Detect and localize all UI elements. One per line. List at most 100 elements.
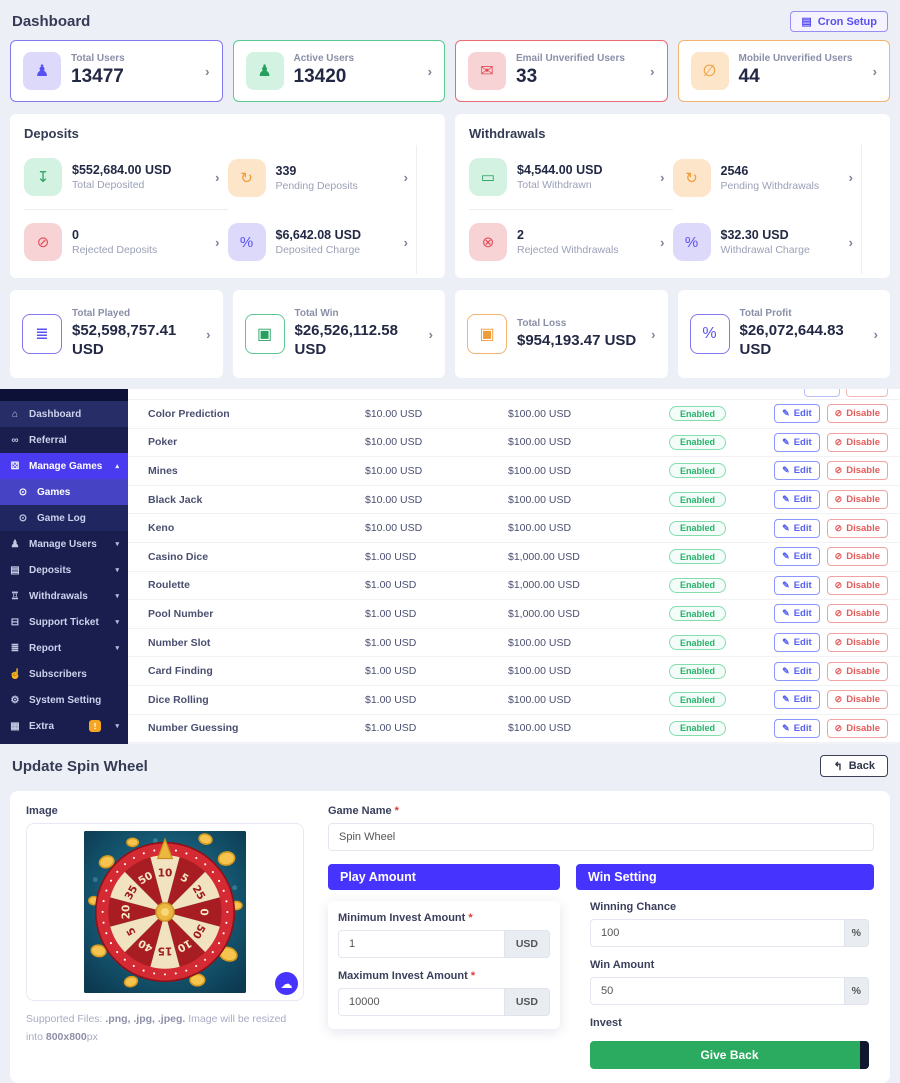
edit-button[interactable]: ✎ Edit bbox=[774, 461, 820, 481]
stat-card[interactable]: ♟ Total Users 13477 bbox=[10, 40, 223, 102]
edit-button[interactable]: ✎ Edit bbox=[774, 718, 820, 738]
sidebar-item[interactable]: ▤ Deposits ▾ bbox=[0, 557, 128, 583]
edit-button[interactable]: ✎ Edit bbox=[774, 690, 820, 710]
sidebar-item-icon: ⚄ bbox=[10, 460, 20, 472]
sidebar-item-label: Referral bbox=[29, 434, 67, 446]
total-card[interactable]: ≣ Total Played $52,598,757.41 USD bbox=[10, 290, 223, 378]
sidebar-item[interactable]: ⊟ Support Ticket ▾ bbox=[0, 609, 128, 635]
ban-icon: ⊘ bbox=[834, 579, 843, 590]
table-row: Casino Dice $1.00 USD $1,000.00 USD Enab… bbox=[128, 542, 900, 572]
deposit-stat-icon: ↧ bbox=[24, 158, 62, 196]
play-amount-header: Play Amount bbox=[328, 864, 560, 890]
disable-button[interactable]: ⊘ Disable bbox=[826, 718, 888, 738]
status-badge: Enabled bbox=[668, 577, 726, 593]
back-button[interactable]: ↰ Back bbox=[820, 755, 888, 777]
disable-button[interactable]: ⊘ Disable bbox=[826, 490, 888, 510]
sidebar-item[interactable]: ∞ Referral bbox=[0, 427, 128, 453]
edit-button[interactable]: ✎ Edit bbox=[774, 604, 820, 624]
status-badge: Enabled bbox=[668, 720, 726, 736]
stat-card[interactable]: ♟ Active Users 13420 bbox=[232, 40, 445, 102]
edit-button[interactable]: ✎ Edit bbox=[774, 661, 820, 681]
total-card-label: Total Played bbox=[72, 308, 131, 320]
sidebar-item[interactable]: ⊙ Game Log bbox=[0, 505, 128, 531]
total-card[interactable]: % Total Profit $26,072,644.83 USD bbox=[677, 290, 890, 378]
disable-button[interactable]: ⊘ Disable bbox=[826, 432, 888, 452]
sidebar-item[interactable]: ⚄ Manage Games ▴ bbox=[0, 453, 128, 479]
edit-button[interactable]: ✎ Edit bbox=[774, 547, 820, 567]
table-row: Poker $10.00 USD $100.00 USD Enabled ✎ E… bbox=[128, 428, 900, 458]
pencil-icon: ✎ bbox=[782, 408, 790, 419]
total-card[interactable]: ▣ Total Loss $954,193.47 USD bbox=[455, 290, 668, 378]
edit-button[interactable]: ✎ Edit bbox=[774, 404, 820, 424]
cron-setup-button[interactable]: ▤ Cron Setup bbox=[790, 11, 888, 32]
sidebar-item-icon: ☝ bbox=[9, 668, 22, 680]
disable-button[interactable]: ⊘ Disable bbox=[826, 547, 888, 567]
disable-button[interactable]: ⊘ Disable bbox=[826, 661, 888, 681]
sidebar-item-icon: ⌂ bbox=[11, 408, 19, 420]
max-invest-cell: $100.00 USD bbox=[508, 464, 572, 477]
deposit-stat[interactable]: % $6,642.08 USD Deposited Charge bbox=[227, 210, 417, 274]
withdrawal-stat-icon: % bbox=[672, 223, 711, 261]
total-card-value: $954,193.47 USD bbox=[517, 331, 637, 349]
withdrawal-stat-label: Withdrawal Charge bbox=[720, 244, 810, 256]
disable-button[interactable]: ⊘ Disable bbox=[826, 404, 888, 424]
max-invest-cell: $100.00 USD bbox=[508, 522, 572, 535]
disable-button[interactable]: ⊘ Disable bbox=[826, 604, 888, 624]
page-header: Dashboard ▤ Cron Setup bbox=[0, 0, 900, 40]
withdrawal-stat[interactable]: ↻ 2546 Pending Withdrawals bbox=[672, 145, 862, 210]
chevron-icon: ▾ bbox=[115, 593, 119, 600]
sidebar-item[interactable]: ♖ Withdrawals ▾ bbox=[0, 583, 128, 609]
sidebar-item[interactable]: ⚙ System Setting bbox=[0, 687, 128, 713]
sidebar-item[interactable]: ☝ Subscribers bbox=[0, 661, 128, 687]
sidebar-item-icon: ≣ bbox=[10, 642, 20, 654]
disable-button[interactable]: ⊘ Disable bbox=[826, 518, 888, 538]
stat-card[interactable]: ✉ Email Unverified Users 33 bbox=[455, 40, 668, 102]
chevron-right-icon bbox=[404, 170, 408, 185]
sidebar-item[interactable]: ⊙ Games bbox=[0, 479, 128, 505]
give-back-button[interactable]: Give Back bbox=[590, 1041, 869, 1069]
edit-button[interactable]: ✎ Edit bbox=[774, 518, 820, 538]
total-card-value: $26,526,112.58 USD bbox=[294, 321, 398, 359]
sidebar-item-label: System Setting bbox=[29, 694, 102, 706]
withdrawal-stat[interactable]: % $32.30 USD Withdrawal Charge bbox=[672, 210, 862, 274]
stat-card-icon: ♟ bbox=[245, 52, 284, 90]
table-row: Number Slot $1.00 USD $100.00 USD Enable… bbox=[128, 628, 900, 658]
sidebar-item[interactable]: ▦ Extra ! ▾ bbox=[0, 713, 128, 739]
page-title: Dashboard bbox=[12, 13, 91, 30]
sidebar-item-icon: ∞ bbox=[11, 434, 19, 446]
edit-button[interactable]: ✎ Edit bbox=[774, 575, 820, 595]
edit-button[interactable]: ✎ Edit bbox=[774, 490, 820, 510]
sidebar-item[interactable]: ≣ Report ▾ bbox=[0, 635, 128, 661]
deposit-stat[interactable]: ⊘ 0 Rejected Deposits bbox=[24, 210, 228, 274]
edit-button[interactable]: ✎ Edit bbox=[774, 432, 820, 452]
max-invest-cell: $100.00 USD bbox=[508, 436, 572, 449]
status-badge: Enabled bbox=[668, 520, 726, 536]
edit-button[interactable]: ✎ Edit bbox=[774, 633, 820, 653]
total-card[interactable]: ▣ Total Win $26,526,112.58 USD bbox=[232, 290, 445, 378]
chevron-right-icon bbox=[660, 235, 664, 250]
form-column: Game Name * Play Amount Minimum Invest A… bbox=[328, 805, 874, 1069]
pencil-icon: ✎ bbox=[782, 551, 790, 562]
deposit-stat[interactable]: ↻ 339 Pending Deposits bbox=[227, 145, 417, 210]
disable-button[interactable]: ⊘ Disable bbox=[826, 690, 888, 710]
table-row: Dice Rolling $1.00 USD $100.00 USD Enabl… bbox=[128, 685, 900, 715]
deposit-stat[interactable]: ↧ $552,684.00 USD Total Deposited bbox=[24, 145, 228, 210]
win-amount-input[interactable] bbox=[590, 977, 844, 1005]
deposit-stat-icon: ⊘ bbox=[24, 223, 62, 261]
withdrawal-stat[interactable]: ▭ $4,544.00 USD Total Withdrawn bbox=[469, 145, 673, 210]
withdrawal-stat[interactable]: ⊗ 2 Rejected Withdrawals bbox=[469, 210, 673, 274]
upload-image-button[interactable]: ☁ bbox=[273, 970, 300, 997]
winning-chance-input[interactable] bbox=[590, 919, 844, 947]
disable-button[interactable]: ⊘ Disable bbox=[826, 575, 888, 595]
min-invest-input[interactable] bbox=[338, 930, 504, 958]
max-invest-input[interactable] bbox=[338, 988, 504, 1016]
game-name-input[interactable] bbox=[328, 823, 874, 851]
win-setting-column: Win Setting Winning Chance % Win Amount … bbox=[576, 864, 874, 1069]
sidebar-item[interactable]: ⌂ Dashboard bbox=[0, 401, 128, 427]
sidebar-item[interactable]: ♟ Manage Users ▾ bbox=[0, 531, 128, 557]
game-name-cell: Black Jack bbox=[148, 493, 203, 506]
disable-button[interactable]: ⊘ Disable bbox=[826, 633, 888, 653]
disable-button[interactable]: ⊘ Disable bbox=[826, 461, 888, 481]
total-card-value: $26,072,644.83 USD bbox=[739, 321, 844, 359]
stat-card[interactable]: ∅ Mobile Unverified Users 44 bbox=[677, 40, 890, 102]
